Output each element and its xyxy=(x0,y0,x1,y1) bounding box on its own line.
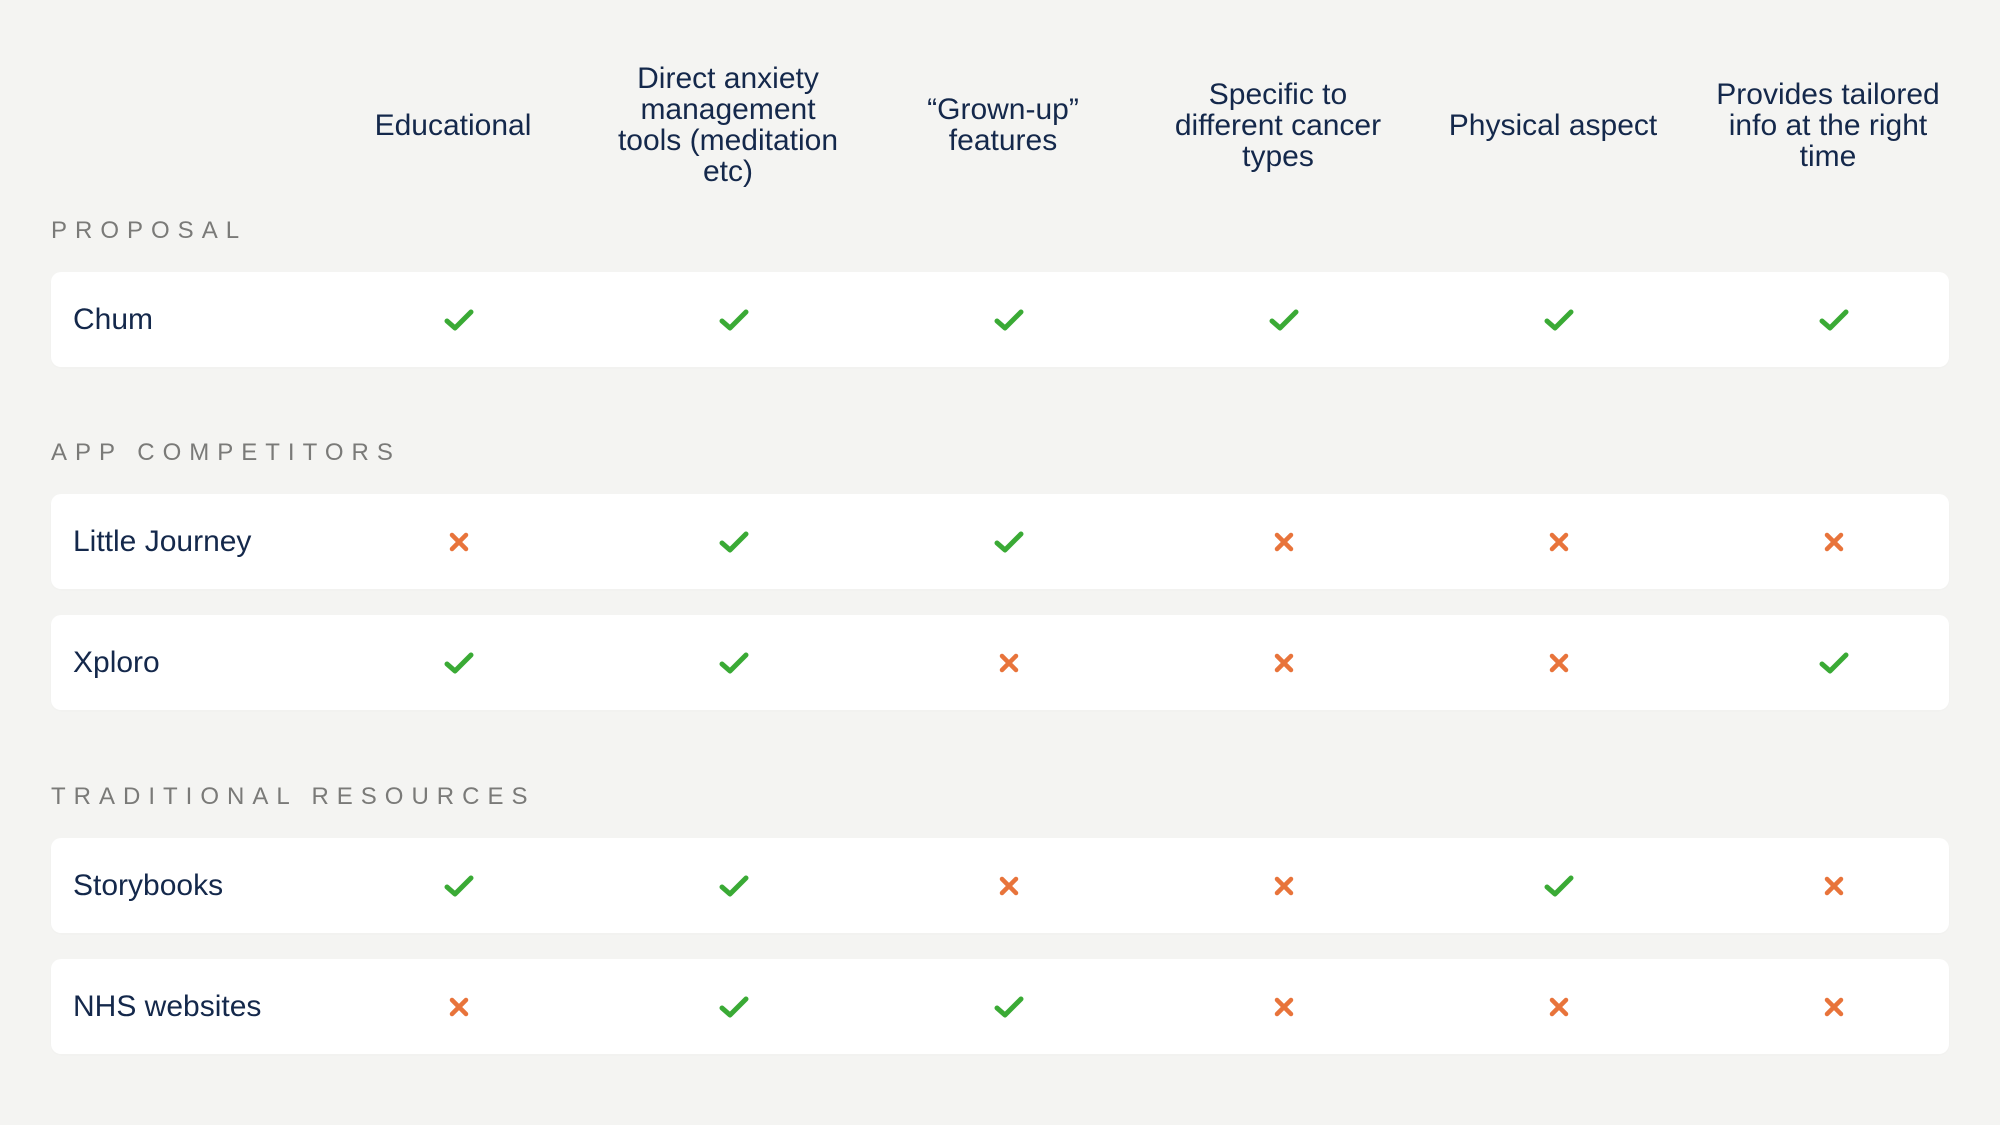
check-icon xyxy=(979,272,1039,367)
check-icon xyxy=(704,494,764,589)
check-icon xyxy=(979,494,1039,589)
cross-icon xyxy=(979,615,1039,710)
cross-icon xyxy=(1254,494,1314,589)
check-icon xyxy=(704,615,764,710)
row-label: Storybooks xyxy=(73,868,224,902)
check-icon xyxy=(704,272,764,367)
column-header-educational: Educational xyxy=(374,108,532,142)
column-header-grown-up-features: “Grown-up” features xyxy=(927,93,1079,157)
row-label: Little Journey xyxy=(73,524,252,558)
section-label-traditional-resources: TRADITIONAL RESOURCES xyxy=(51,783,536,810)
section-label-app-competitors: APP COMPETITORS xyxy=(51,439,401,466)
table-row: NHS websites xyxy=(51,959,1949,1054)
check-icon xyxy=(979,959,1039,1054)
column-header-physical-aspect: Physical aspect xyxy=(1448,108,1658,142)
cross-icon xyxy=(1804,838,1864,933)
cross-icon xyxy=(1254,959,1314,1054)
column-header-tailored-info: Provides tailored info at the right time xyxy=(1716,77,1940,173)
cross-icon xyxy=(429,494,489,589)
cross-icon xyxy=(1254,615,1314,710)
cross-icon xyxy=(1529,615,1589,710)
column-header-cancer-types: Specific to different cancer types xyxy=(1174,77,1382,173)
check-icon xyxy=(704,838,764,933)
cross-icon xyxy=(429,959,489,1054)
row-label: Xploro xyxy=(73,645,160,679)
cross-icon xyxy=(1254,838,1314,933)
check-icon xyxy=(1254,272,1314,367)
table-row: Xploro xyxy=(51,615,1949,710)
check-icon xyxy=(429,272,489,367)
cross-icon xyxy=(979,838,1039,933)
cross-icon xyxy=(1529,494,1589,589)
check-icon xyxy=(429,615,489,710)
cross-icon xyxy=(1804,959,1864,1054)
table-row: Little Journey xyxy=(51,494,1949,589)
check-icon xyxy=(1529,838,1589,933)
column-header-anxiety-tools: Direct anxiety management tools (meditat… xyxy=(617,62,839,188)
check-icon xyxy=(1529,272,1589,367)
table-row: Chum xyxy=(51,272,1949,367)
cross-icon xyxy=(1804,494,1864,589)
table-row: Storybooks xyxy=(51,838,1949,933)
check-icon xyxy=(1804,272,1864,367)
row-label: Chum xyxy=(73,302,154,336)
cross-icon xyxy=(1529,959,1589,1054)
check-icon xyxy=(704,959,764,1054)
check-icon xyxy=(429,838,489,933)
row-label: NHS websites xyxy=(73,989,262,1023)
check-icon xyxy=(1804,615,1864,710)
section-label-proposal: PROPOSAL xyxy=(51,217,248,244)
